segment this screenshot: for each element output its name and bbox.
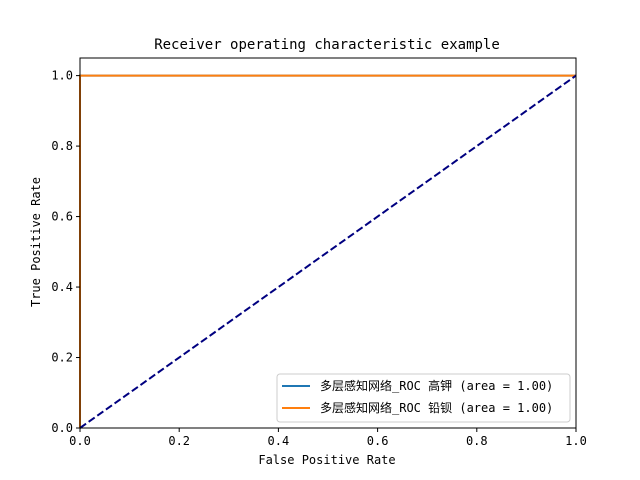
chart-title: Receiver operating characteristic exampl… [154, 37, 500, 53]
legend-label: 多层感知网络_ROC 高钾 (area = 1.00) [320, 378, 553, 393]
x-axis-label: False Positive Rate [258, 453, 395, 467]
ticks-layer: 0.0 0.2 0.4 0.6 0.8 1.0 0.0 0.2 0.4 0.6 0.8 1.0 [51, 57, 587, 448]
y-tick-label: 0.2 [51, 351, 73, 365]
x-tick-label: 0.2 [168, 434, 190, 448]
x-tick-label: 1.0 [565, 434, 587, 448]
y-tick-label: 1.0 [51, 69, 73, 83]
y-tick-label: 0.4 [51, 280, 73, 294]
axes-frame [79, 57, 577, 429]
y-axis-label: True Positive Rate [29, 177, 43, 307]
y-tick-label: 0.8 [51, 139, 73, 153]
legend: 多层感知网络_ROC 高钾 (area = 1.00) 多层感知网络_ROC 铅钡… [276, 373, 571, 423]
plot-area [80, 58, 576, 428]
x-tick-label: 0.6 [367, 434, 389, 448]
plot-background [80, 58, 576, 428]
x-tick-label: 0.0 [69, 434, 91, 448]
y-tick-label: 0.6 [51, 210, 73, 224]
x-tick-label: 0.4 [268, 434, 290, 448]
y-tick-label: 0.0 [51, 421, 73, 435]
x-tick-label: 0.8 [466, 434, 488, 448]
legend-box [276, 373, 571, 423]
legend-label: 多层感知网络_ROC 铅钡 (area = 1.00) [320, 400, 553, 415]
chance-diagonal-line [79, 74, 577, 429]
